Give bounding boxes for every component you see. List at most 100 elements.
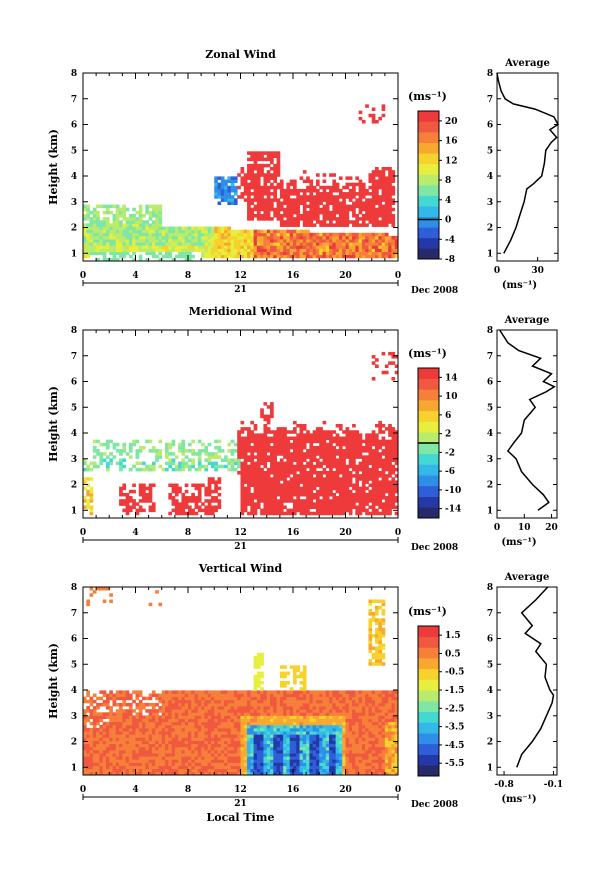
heatmap-cell <box>151 721 156 726</box>
heatmap-cell <box>253 445 258 450</box>
heatmap-cell <box>358 248 363 252</box>
heatmap-cell <box>273 461 277 466</box>
heatmap-cell <box>122 204 127 209</box>
heatmap-cell <box>312 436 317 441</box>
heatmap-cell <box>227 709 232 713</box>
heatmap-cell <box>148 746 153 751</box>
heatmap-cell <box>174 505 179 509</box>
heatmap-cell <box>224 712 228 716</box>
heatmap-cell <box>283 436 287 441</box>
heatmap-cell <box>355 254 360 259</box>
heatmap-cell <box>296 223 300 227</box>
heatmap-cell <box>266 229 271 234</box>
heatmap-cell <box>184 489 189 494</box>
heatmap-cell <box>135 696 140 701</box>
heatmap-cell <box>361 489 366 494</box>
heatmap-cell <box>217 251 222 256</box>
colorbar-tick-label: 20 <box>445 117 458 127</box>
heatmap-cell <box>253 433 258 437</box>
heatmap-cell <box>286 220 291 224</box>
heatmap-cell <box>96 229 100 234</box>
heatmap-cell <box>361 201 366 205</box>
heatmap-cell <box>105 756 110 760</box>
heatmap-cell <box>158 242 163 246</box>
heatmap-cell <box>210 251 215 256</box>
heatmap-cell <box>296 210 300 215</box>
heatmap-cell <box>158 214 163 218</box>
heatmap-cell <box>171 728 176 732</box>
heatmap-cell <box>299 176 304 180</box>
heatmap-cell <box>322 445 327 450</box>
heatmap-cell <box>368 239 373 243</box>
heatmap-cell <box>210 254 215 259</box>
heatmap-cell <box>171 737 176 741</box>
heatmap-cell <box>273 449 277 453</box>
heatmap-cell <box>210 245 215 249</box>
heatmap-cell <box>217 709 222 713</box>
heatmap-cell <box>178 690 182 694</box>
heatmap-cell <box>237 737 241 741</box>
heatmap-cell <box>217 706 222 710</box>
heatmap-cell <box>247 489 251 494</box>
y-tick-label: 8 <box>71 326 77 336</box>
heatmap-cell <box>86 771 90 776</box>
heatmap-cell <box>128 499 133 503</box>
heatmap-cell <box>194 235 199 240</box>
heatmap-cell <box>220 771 225 776</box>
heatmap-cell <box>309 436 314 441</box>
heatmap-cell <box>188 505 192 509</box>
heatmap-cell <box>237 728 241 732</box>
heatmap-cell <box>119 740 123 745</box>
heatmap-cell <box>214 762 218 766</box>
heatmap-cell <box>115 768 120 773</box>
heatmap-cell <box>188 242 192 246</box>
heatmap-cell <box>253 160 258 165</box>
heatmap-cell <box>243 743 248 748</box>
heatmap-cell <box>171 740 176 745</box>
heatmap-cell <box>135 511 140 516</box>
heatmap-cell <box>388 449 392 453</box>
heatmap-cell <box>329 461 333 466</box>
heatmap-cell <box>302 251 307 256</box>
heatmap-cell <box>220 753 225 757</box>
heatmap-cell <box>302 436 307 441</box>
heatmap-cell <box>168 749 172 754</box>
heatmap-cell <box>135 461 140 466</box>
heatmap-cell <box>355 477 360 481</box>
heatmap-cell <box>165 753 169 757</box>
heatmap-cell <box>210 771 215 776</box>
heatmap-cell <box>286 235 291 240</box>
heatmap-cell <box>148 235 153 240</box>
heatmap-cell <box>201 699 205 704</box>
heatmap-cell <box>302 254 307 259</box>
heatmap-cell <box>207 765 212 770</box>
heatmap-cell <box>230 718 235 723</box>
heatmap-cell <box>227 740 232 745</box>
heatmap-cell <box>220 248 225 252</box>
heatmap-cell <box>237 709 241 713</box>
heatmap-cell <box>224 765 228 770</box>
heatmap-cell <box>355 508 360 513</box>
heatmap-cell <box>273 173 277 177</box>
heatmap-cell <box>178 712 182 716</box>
heatmap-cell <box>352 220 356 224</box>
heatmap-cell <box>384 239 389 243</box>
heatmap-cell <box>352 499 356 503</box>
heatmap-cell <box>119 248 123 252</box>
heatmap-cell <box>224 693 228 698</box>
heatmap-cell <box>352 254 356 259</box>
heatmap-cell <box>99 753 104 757</box>
heatmap-cell <box>260 471 264 475</box>
heatmap-cell <box>197 731 202 735</box>
heatmap-cell <box>276 436 281 441</box>
heatmap-cell <box>361 195 366 199</box>
heatmap-cell <box>378 511 382 516</box>
heatmap-cell <box>158 706 163 710</box>
heatmap-cell <box>355 486 360 491</box>
heatmap-cell <box>119 210 123 215</box>
heatmap-cell <box>197 756 202 760</box>
heatmap-cell <box>342 483 346 488</box>
heatmap-cell <box>210 749 215 754</box>
heatmap-cell <box>384 449 389 453</box>
heatmap-cell <box>178 489 182 494</box>
